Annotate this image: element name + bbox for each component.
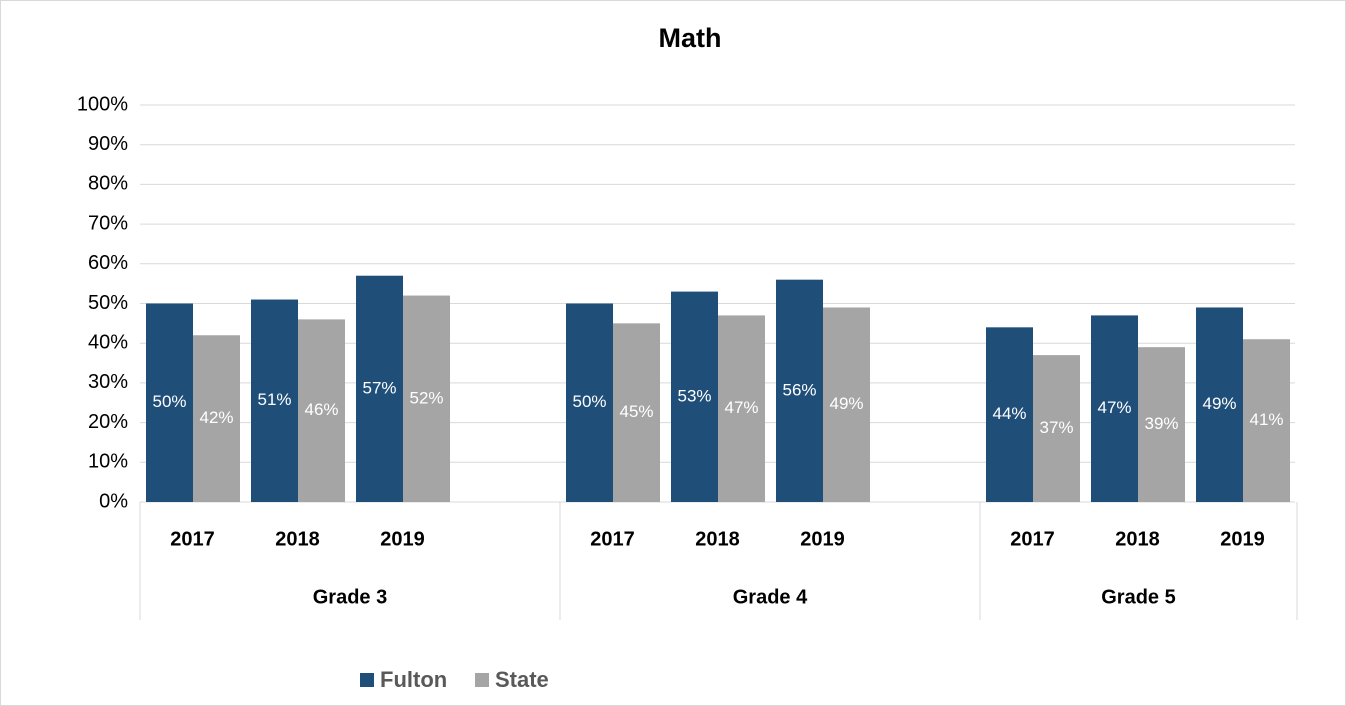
- data-label: 39%: [1144, 414, 1178, 433]
- data-label: 49%: [1202, 394, 1236, 413]
- legend-label: Fulton: [380, 667, 447, 692]
- bar: [251, 299, 298, 502]
- data-label: 49%: [829, 394, 863, 413]
- bar: [1033, 355, 1080, 502]
- x-tick-label: 2017: [170, 528, 215, 550]
- x-tick-label: 2017: [1010, 528, 1055, 550]
- bar: [1091, 315, 1138, 502]
- x-tick-label: 2018: [1115, 528, 1160, 550]
- data-label: 47%: [724, 398, 758, 417]
- chart-title: Math: [659, 23, 722, 53]
- legend-swatch: [475, 673, 489, 687]
- bar: [146, 303, 193, 502]
- bar: [193, 335, 240, 502]
- legend-label: State: [495, 667, 549, 692]
- y-tick-label: 60%: [88, 252, 128, 274]
- data-label: 50%: [152, 392, 186, 411]
- bar: [776, 279, 823, 502]
- group-label: Grade 3: [313, 586, 387, 608]
- legend-swatch: [360, 673, 374, 687]
- bar: [1196, 307, 1243, 502]
- bar: [823, 307, 870, 502]
- bar: [298, 319, 345, 502]
- data-label: 44%: [992, 404, 1026, 423]
- x-tick-label: 2018: [275, 528, 320, 550]
- y-tick-label: 30%: [88, 371, 128, 393]
- y-tick-label: 40%: [88, 331, 128, 353]
- y-tick-label: 50%: [88, 292, 128, 314]
- x-tick-label: 2019: [800, 528, 845, 550]
- y-tick-label: 10%: [88, 451, 128, 473]
- data-label: 37%: [1039, 418, 1073, 437]
- group-label: Grade 4: [733, 586, 808, 608]
- data-label: 42%: [199, 408, 233, 427]
- data-label: 51%: [257, 390, 291, 409]
- group-label: Grade 5: [1101, 586, 1175, 608]
- x-tick-label: 2019: [380, 528, 425, 550]
- y-tick-label: 0%: [99, 490, 128, 512]
- bar: [1138, 347, 1185, 502]
- x-tick-label: 2018: [695, 528, 740, 550]
- bar: [613, 323, 660, 502]
- bar: [356, 275, 403, 502]
- bar: [566, 303, 613, 502]
- y-tick-label: 20%: [88, 411, 128, 433]
- data-label: 50%: [572, 392, 606, 411]
- y-tick-label: 70%: [88, 212, 128, 234]
- y-tick-label: 80%: [88, 173, 128, 195]
- data-label: 57%: [362, 378, 396, 397]
- data-label: 52%: [409, 388, 443, 407]
- data-label: 56%: [782, 380, 816, 399]
- data-label: 53%: [677, 386, 711, 405]
- bar: [986, 327, 1033, 502]
- y-tick-label: 90%: [88, 133, 128, 155]
- data-label: 47%: [1097, 398, 1131, 417]
- data-label: 41%: [1249, 410, 1283, 429]
- bar: [1243, 339, 1290, 502]
- x-tick-label: 2017: [590, 528, 635, 550]
- x-tick-label: 2019: [1220, 528, 1265, 550]
- bar: [403, 295, 450, 502]
- data-label: 45%: [619, 402, 653, 421]
- bar: [671, 291, 718, 502]
- data-label: 46%: [304, 400, 338, 419]
- bar: [718, 315, 765, 502]
- y-tick-label: 100%: [77, 93, 128, 115]
